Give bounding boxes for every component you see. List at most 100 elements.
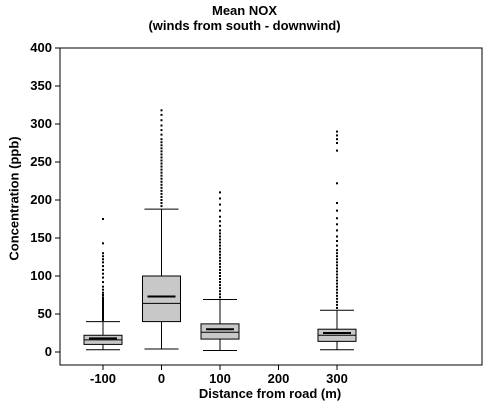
outlier-point bbox=[336, 217, 338, 220]
outlier-point bbox=[102, 258, 104, 261]
outlier-point bbox=[102, 302, 104, 305]
outlier-point bbox=[219, 238, 221, 241]
outlier-point bbox=[160, 177, 163, 180]
outlier-point bbox=[219, 235, 221, 238]
outlier-point bbox=[219, 293, 221, 296]
outlier-point bbox=[336, 273, 338, 276]
outlier-point bbox=[219, 244, 221, 247]
outlier-point bbox=[102, 309, 104, 312]
outlier-point bbox=[336, 291, 338, 294]
outlier-point bbox=[336, 279, 338, 282]
outlier-point bbox=[160, 150, 163, 153]
outlier-point bbox=[160, 174, 163, 177]
outlier-point bbox=[160, 138, 163, 141]
outlier-point bbox=[336, 229, 338, 232]
outlier-point bbox=[336, 235, 338, 238]
outlier-point bbox=[102, 272, 104, 275]
outlier-point bbox=[219, 268, 221, 271]
outlier-point bbox=[336, 142, 338, 144]
outlier-point bbox=[336, 134, 338, 137]
outlier-point bbox=[102, 218, 104, 220]
outlier-point bbox=[336, 255, 338, 258]
outlier-point bbox=[160, 189, 163, 192]
y-tick-label: 250 bbox=[30, 154, 52, 169]
outlier-point bbox=[160, 119, 163, 122]
outlier-point bbox=[102, 319, 104, 322]
outlier-point bbox=[160, 133, 163, 136]
outlier-point bbox=[219, 224, 221, 227]
y-tick-label: 400 bbox=[30, 40, 52, 55]
outlier-point bbox=[102, 299, 104, 302]
outlier-point bbox=[160, 159, 163, 162]
y-tick-label: 150 bbox=[30, 230, 52, 245]
outlier-point bbox=[160, 195, 163, 198]
outlier-point bbox=[336, 276, 338, 279]
y-tick-label: 0 bbox=[45, 344, 52, 359]
outlier-point bbox=[102, 252, 104, 255]
outlier-point bbox=[219, 284, 221, 287]
outlier-point bbox=[102, 296, 104, 299]
outlier-point bbox=[219, 262, 221, 265]
outlier-point bbox=[160, 162, 163, 165]
outlier-point bbox=[336, 130, 338, 133]
outlier-point bbox=[102, 297, 104, 300]
outlier-point bbox=[219, 209, 221, 212]
outlier-point bbox=[102, 308, 104, 311]
y-tick-label: 350 bbox=[30, 78, 52, 93]
outlier-point bbox=[219, 275, 221, 277]
outlier-point bbox=[219, 259, 221, 262]
x-tick-label: 200 bbox=[268, 371, 290, 386]
outlier-point bbox=[336, 249, 338, 252]
outlier-point bbox=[336, 244, 338, 247]
outlier-point bbox=[219, 278, 221, 281]
iqr-box bbox=[142, 275, 181, 323]
outlier-point bbox=[160, 165, 163, 168]
y-tick-label: 300 bbox=[30, 116, 52, 131]
chart-title: Mean NOX bbox=[211, 3, 277, 18]
outlier-point bbox=[102, 276, 104, 279]
outlier-point bbox=[336, 270, 338, 273]
outlier-point bbox=[336, 264, 338, 267]
outlier-point bbox=[219, 265, 221, 268]
outlier-point bbox=[102, 294, 104, 296]
outlier-point bbox=[102, 314, 104, 317]
outlier-point bbox=[336, 252, 338, 255]
outlier-point bbox=[336, 303, 338, 306]
iqr-box bbox=[200, 323, 240, 340]
outlier-point bbox=[160, 129, 163, 132]
outlier-point bbox=[160, 171, 163, 174]
outlier-point bbox=[102, 305, 104, 308]
outlier-point bbox=[336, 138, 338, 141]
outlier-point bbox=[102, 303, 104, 306]
x-tick-label: -100 bbox=[90, 371, 116, 386]
outlier-point bbox=[219, 232, 221, 235]
outlier-point bbox=[336, 294, 338, 297]
outlier-point bbox=[160, 147, 163, 150]
outlier-point bbox=[219, 290, 221, 293]
outlier-point bbox=[160, 144, 163, 147]
x-tick-label: 300 bbox=[326, 371, 348, 386]
outlier-point bbox=[336, 182, 338, 185]
outlier-point bbox=[102, 306, 104, 309]
x-tick-label: 0 bbox=[158, 371, 165, 386]
outlier-point bbox=[336, 297, 338, 300]
outlier-point bbox=[160, 156, 163, 159]
outlier-point bbox=[160, 124, 163, 127]
outlier-point bbox=[160, 205, 163, 208]
outlier-point bbox=[219, 247, 221, 250]
outlier-point bbox=[102, 288, 104, 291]
outlier-point bbox=[336, 267, 338, 270]
outlier-point bbox=[219, 256, 221, 259]
outlier-point bbox=[102, 311, 104, 314]
outlier-point bbox=[160, 199, 163, 201]
outlier-point bbox=[160, 153, 163, 156]
outlier-point bbox=[219, 197, 221, 200]
outlier-point bbox=[219, 191, 221, 194]
outlier-point bbox=[219, 253, 221, 256]
outlier-point bbox=[102, 313, 104, 315]
outlier-point bbox=[102, 255, 104, 258]
outlier-point bbox=[160, 186, 163, 189]
outlier-point bbox=[160, 180, 163, 183]
outlier-point bbox=[160, 202, 163, 205]
